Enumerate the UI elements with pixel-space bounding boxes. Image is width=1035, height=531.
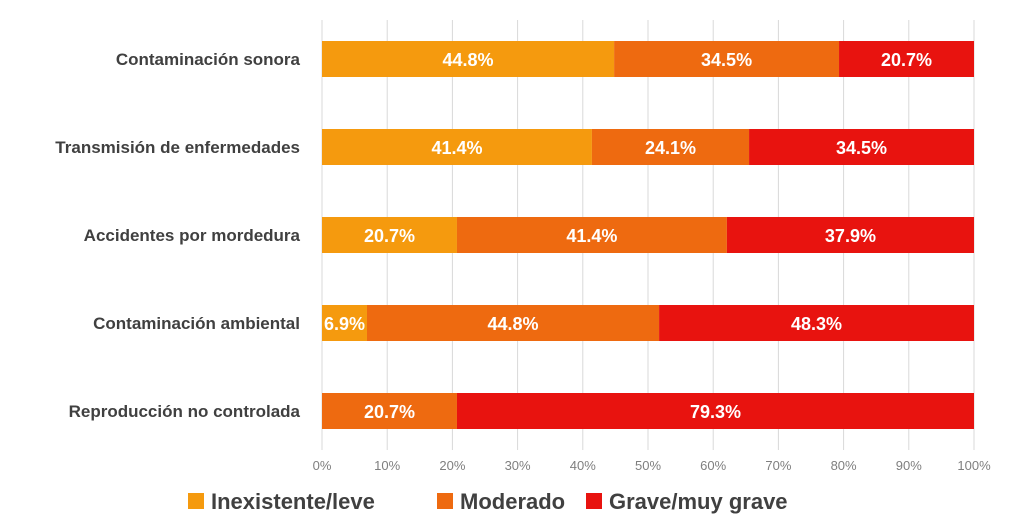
legend: Inexistente/leve Moderado Grave/muy grave	[188, 489, 788, 514]
bar-segment	[839, 41, 974, 77]
data-label: 41.4%	[566, 226, 617, 246]
x-tick-label: 10%	[374, 458, 400, 473]
x-tick-label: 40%	[570, 458, 596, 473]
data-label: 20.7%	[364, 226, 415, 246]
category-label: Accidentes por mordedura	[84, 226, 301, 245]
category-label: Reproducción no controlada	[69, 402, 301, 421]
category-label: Contaminación sonora	[116, 50, 301, 69]
data-label: 34.5%	[836, 138, 887, 158]
bar-segment	[749, 129, 974, 165]
x-axis-ticks: 0% 10% 20% 30% 40% 50% 60% 70% 80% 90% 100%	[313, 458, 991, 473]
bar-segment	[456, 217, 727, 253]
legend-label: Moderado	[460, 489, 565, 514]
data-label: 20.7%	[364, 402, 415, 422]
bar-segment	[366, 305, 660, 341]
data-label: 6.9%	[324, 314, 365, 334]
bar-segment	[322, 129, 592, 165]
data-label: 37.9%	[825, 226, 876, 246]
x-tick-label: 90%	[896, 458, 922, 473]
x-tick-label: 70%	[765, 458, 791, 473]
x-tick-label: 80%	[831, 458, 857, 473]
bar-segment	[456, 393, 974, 429]
data-label: 34.5%	[701, 50, 752, 70]
bar-segment	[322, 41, 615, 77]
x-tick-label: 60%	[700, 458, 726, 473]
bar-segment	[659, 305, 974, 341]
data-label: 24.1%	[645, 138, 696, 158]
category-labels: Contaminación sonora Transmisión de enfer…	[55, 50, 300, 421]
x-tick-label: 20%	[439, 458, 465, 473]
legend-swatch	[188, 493, 204, 509]
bar-segment	[322, 305, 367, 341]
bar-segment	[726, 217, 974, 253]
legend-swatch	[437, 493, 453, 509]
data-label: 48.3%	[791, 314, 842, 334]
bars: 44.8% 34.5% 20.7% 41.4% 24.1% 34.5% 20.7% 41.4%…	[322, 41, 974, 429]
legend-label: Grave/muy grave	[609, 489, 788, 514]
data-label: 41.4%	[431, 138, 482, 158]
data-label: 20.7%	[881, 50, 932, 70]
x-tick-label: 0%	[313, 458, 332, 473]
x-tick-label: 50%	[635, 458, 661, 473]
bar-segment	[322, 393, 457, 429]
data-label: 44.8%	[488, 314, 539, 334]
bar-segment	[322, 217, 457, 253]
legend-label: Inexistente/leve	[211, 489, 375, 514]
data-label: 79.3%	[690, 402, 741, 422]
data-label: 44.8%	[443, 50, 494, 70]
legend-swatch	[586, 493, 602, 509]
category-label: Transmisión de enfermedades	[55, 138, 300, 157]
x-tick-label: 100%	[957, 458, 991, 473]
x-tick-label: 30%	[505, 458, 531, 473]
bar-segment	[591, 129, 750, 165]
category-label: Contaminación ambiental	[93, 314, 300, 333]
bar-segment	[614, 41, 840, 77]
